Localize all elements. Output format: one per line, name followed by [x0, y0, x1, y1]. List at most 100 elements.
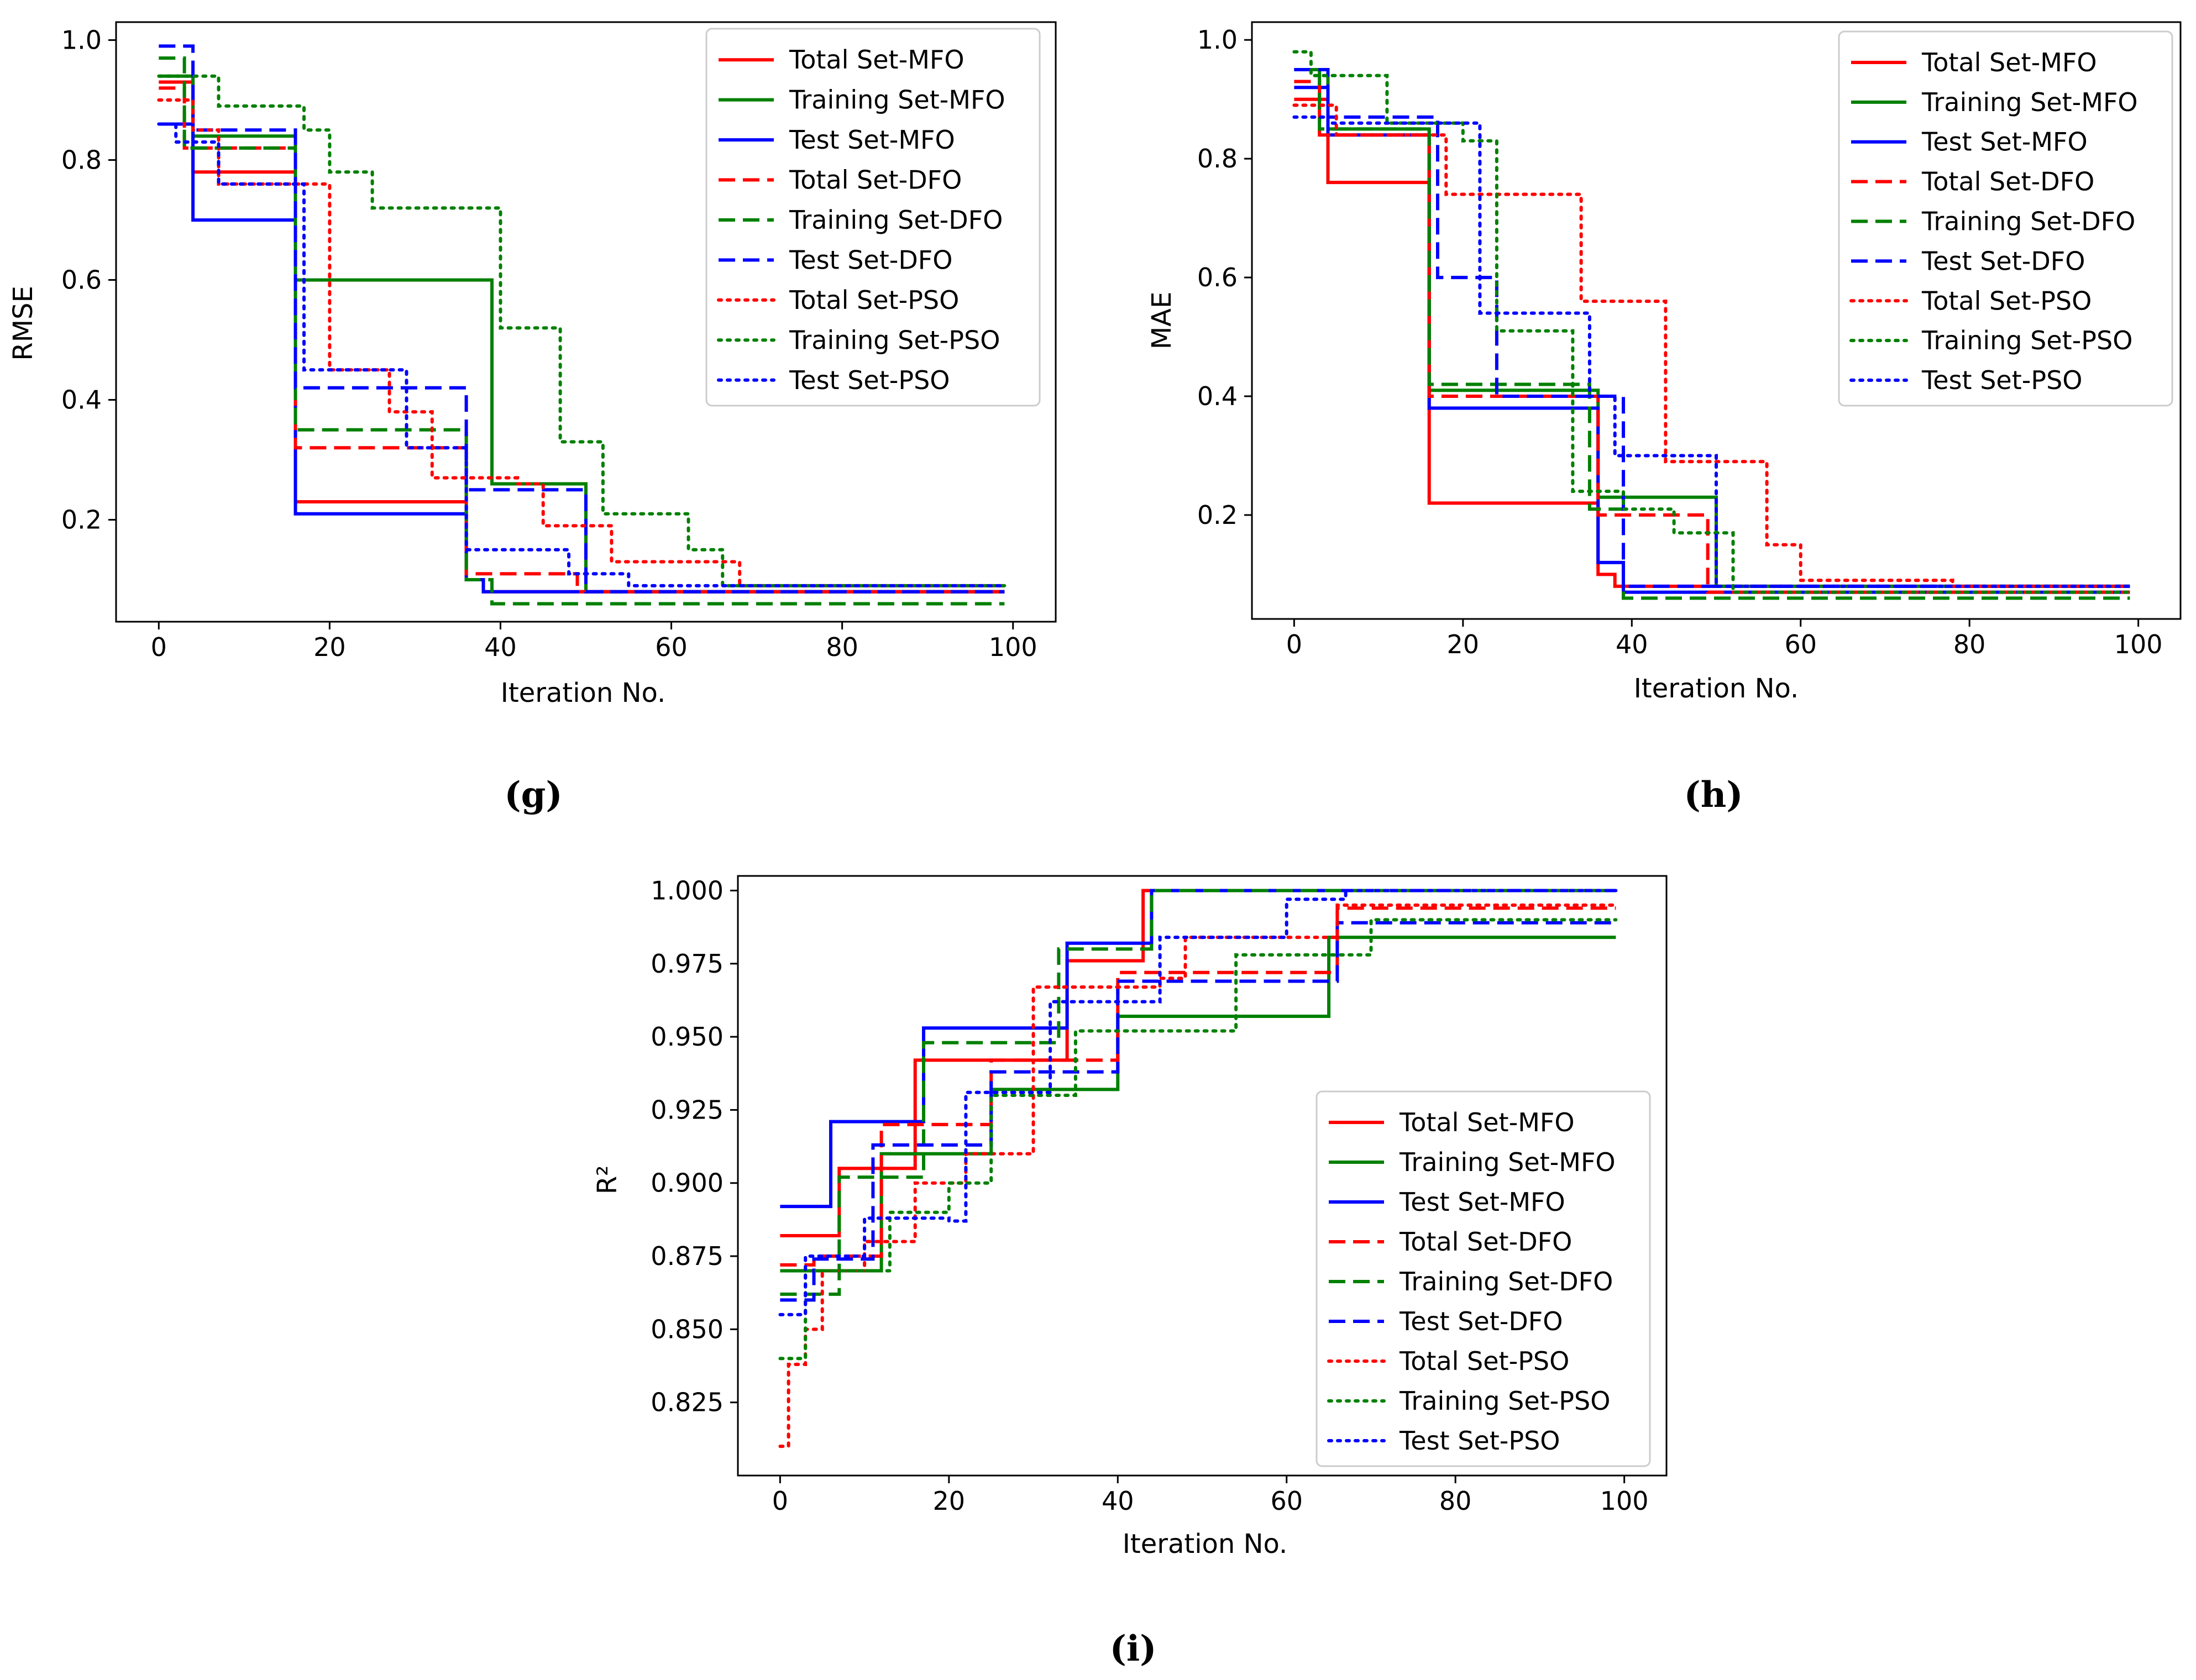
- mae-series-test-set-pso: [1292, 115, 2132, 588]
- r2-x-axis-label: Iteration No.: [1123, 1529, 1288, 1560]
- rmse-y-tick-label: 0.6: [61, 265, 102, 295]
- r2-legend-label-training-set-mfo: Training Set-MFO: [1399, 1147, 1616, 1177]
- r2-plot-frame: [737, 875, 1668, 1477]
- rmse-series-training-set-dfo: [159, 56, 1005, 606]
- rmse-series-training-set-pso: [157, 74, 1007, 587]
- r2-y-tick-label: 0.925: [651, 1095, 724, 1125]
- r2-x-tick-label: 20: [933, 1486, 966, 1516]
- r2-x-tick-label: 40: [1102, 1486, 1134, 1516]
- r2-legend-label-total-set-mfo: Total Set-MFO: [1399, 1107, 1575, 1137]
- rmse-y-tick-label: 1.0: [61, 25, 102, 55]
- mae-series-layer: [1292, 50, 2132, 600]
- mae-legend-label-training-set-dfo: Training Set-DFO: [1921, 207, 2135, 237]
- rmse-x-tick-label: 20: [313, 632, 346, 662]
- rmse-x-axis-label: Iteration No.: [501, 678, 666, 708]
- rmse-series-training-set-mfo: [159, 74, 1005, 594]
- r2-series-training-set-dfo: [780, 889, 1616, 1296]
- mae-y-tick-label: 0.6: [1197, 262, 1238, 292]
- rmse-legend-label-training-set-dfo: Training Set-DFO: [789, 205, 1003, 235]
- rmse-y-tick-label: 0.4: [61, 385, 102, 415]
- rmse-legend-label-test-set-dfo: Test Set-DFO: [789, 245, 952, 275]
- rmse-x-tick-label: 60: [655, 632, 688, 662]
- r2-series-total-set-dfo: [780, 906, 1616, 1267]
- r2-y-tick-label: 0.900: [651, 1168, 724, 1198]
- rmse-plot-frame: [115, 21, 1057, 623]
- r2-y-tick-label: 1.000: [651, 875, 724, 905]
- mae-legend-label-test-set-pso: Test Set-PSO: [1921, 365, 2083, 395]
- r2-legend-label-training-set-dfo: Training Set-DFO: [1399, 1267, 1613, 1296]
- r2-legend-label-test-set-mfo: Test Set-MFO: [1399, 1187, 1565, 1217]
- rmse-y-axis-label: RMSE: [8, 286, 39, 361]
- r2-legend-label-total-set-pso: Total Set-PSO: [1399, 1346, 1569, 1376]
- r2-y-tick-label: 0.975: [651, 949, 724, 979]
- mae-legend-label-test-set-dfo: Test Set-DFO: [1921, 246, 2085, 276]
- r2-x-tick-label: 100: [1600, 1486, 1649, 1516]
- mae-series-test-set-dfo: [1294, 68, 2130, 588]
- mae-axes: 0 20 40 60 80 100 0.2 0.4 0.6 0.8 1.0: [1197, 25, 2163, 659]
- rmse-x-tick-label: 100: [989, 632, 1037, 662]
- r2-y-tick-label: 0.950: [651, 1022, 724, 1052]
- panel-h-caption: (h): [1684, 774, 1743, 816]
- mae-legend: Total Set-MFO Training Set-MFO Test Set-MF…: [1838, 30, 2173, 407]
- panel-i-caption: (i): [1110, 1628, 1157, 1670]
- r2-legend-label-test-set-pso: Test Set-PSO: [1399, 1426, 1560, 1456]
- mae-y-axis-label: MAE: [1146, 292, 1177, 350]
- rmse-series-total-set-pso: [157, 98, 1007, 587]
- mae-series-total-set-pso: [1292, 103, 2132, 588]
- r2-legend-box: [1315, 1090, 1651, 1467]
- mae-legend-box: [1838, 30, 2173, 407]
- mae-x-tick-label: 60: [1784, 629, 1817, 659]
- rmse-legend: Total Set-MFO Training Set-MFO Test Set-MF…: [705, 28, 1041, 407]
- rmse-x-tick-label: 80: [826, 632, 858, 662]
- r2-legend-label-total-set-dfo: Total Set-DFO: [1399, 1227, 1572, 1257]
- r2-x-tick-label: 80: [1439, 1486, 1472, 1516]
- r2-series-training-set-pso: [778, 918, 1618, 1361]
- rmse-series-test-set-mfo: [159, 122, 1005, 594]
- r2-y-tick-label: 0.850: [651, 1314, 724, 1344]
- rmse-x-tick-label: 40: [484, 632, 517, 662]
- rmse-y-tick-label: 0.2: [61, 505, 102, 535]
- mae-x-axis-label: Iteration No.: [1634, 673, 1799, 704]
- r2-x-tick-label: 60: [1270, 1486, 1303, 1516]
- r2-legend-label-test-set-dfo: Test Set-DFO: [1399, 1306, 1563, 1336]
- mae-x-tick-label: 80: [1953, 629, 1986, 659]
- mae-plot-frame: [1251, 21, 2182, 620]
- mae-series-training-set-pso: [1292, 50, 2132, 594]
- mae-y-tick-label: 0.4: [1197, 381, 1238, 411]
- r2-legend-label-training-set-pso: Training Set-PSO: [1399, 1386, 1610, 1416]
- panel-g-caption: (g): [504, 774, 562, 816]
- r2-x-tick-label: 0: [772, 1486, 788, 1516]
- mae-x-tick-label: 0: [1286, 629, 1302, 659]
- mae-chart: 0 20 40 60 80 100 0.2 0.4 0.6 0.8 1.0 MAE Iteratio…: [1146, 21, 2182, 816]
- r2-series-test-set-pso: [778, 889, 1618, 1316]
- mae-legend-label-training-set-mfo: Training Set-MFO: [1921, 87, 2138, 117]
- rmse-legend-label-total-set-pso: Total Set-PSO: [789, 285, 959, 315]
- mae-legend-label-total-set-dfo: Total Set-DFO: [1921, 167, 2094, 197]
- rmse-legend-label-test-set-pso: Test Set-PSO: [789, 365, 950, 395]
- mae-legend-label-training-set-pso: Training Set-PSO: [1921, 326, 2132, 355]
- mae-y-tick-label: 1.0: [1197, 25, 1238, 55]
- mae-series-total-set-mfo: [1294, 97, 2130, 588]
- rmse-legend-label-total-set-mfo: Total Set-MFO: [789, 45, 965, 75]
- rmse-series-test-set-pso: [157, 122, 1007, 587]
- rmse-chart: 0 20 40 60 80 100 0.2 0.4 0.6 0.8 1.0 RMSE Iterati…: [8, 21, 1057, 816]
- mae-y-tick-label: 0.8: [1197, 144, 1238, 174]
- rmse-x-tick-label: 0: [151, 632, 167, 662]
- mae-x-tick-label: 40: [1616, 629, 1648, 659]
- r2-y-tick-label: 0.825: [651, 1388, 724, 1418]
- mae-x-tick-label: 20: [1447, 629, 1480, 659]
- rmse-series-layer: [157, 44, 1007, 606]
- r2-axes: 0 20 40 60 80 100 0.825 0.850 0.875 0.900 0.925 0.9…: [651, 875, 1648, 1516]
- r2-legend: Total Set-MFO Training Set-MFO Test Set-MF…: [1315, 1090, 1651, 1467]
- r2-chart: 0 20 40 60 80 100 0.825 0.850 0.875 0.900 0.925 0.9…: [592, 875, 1668, 1670]
- rmse-legend-label-test-set-mfo: Test Set-MFO: [789, 125, 955, 155]
- rmse-legend-box: [705, 28, 1041, 407]
- rmse-legend-label-total-set-dfo: Total Set-DFO: [789, 165, 962, 195]
- mae-x-tick-label: 100: [2114, 629, 2163, 659]
- r2-series-layer: [778, 889, 1618, 1448]
- r2-series-test-set-mfo: [780, 889, 1616, 1209]
- r2-y-tick-label: 0.875: [651, 1241, 724, 1271]
- mae-legend-label-total-set-pso: Total Set-PSO: [1921, 286, 2092, 316]
- rmse-series-test-set-dfo: [159, 44, 1005, 594]
